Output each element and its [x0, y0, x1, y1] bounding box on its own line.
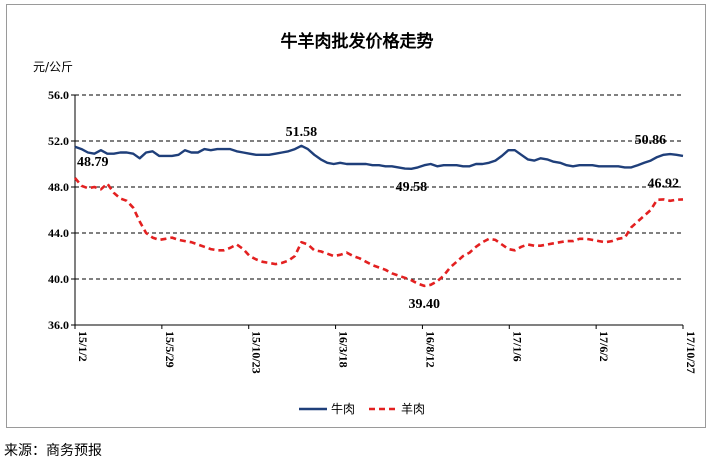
- series-lines: [73, 144, 684, 288]
- legend-lamb-label: 羊肉: [401, 401, 425, 416]
- data-label: 48.79: [77, 155, 109, 170]
- chart-svg: 牛羊肉批发价格走势 元/公斤 56.0 52.0 48.0 44.0 40.0 36.0 1…: [33, 31, 698, 416]
- y-tick-label: 56.0: [48, 88, 69, 102]
- x-tick-label: 16/3/18: [337, 331, 351, 368]
- x-tick-label: 15/10/23: [250, 331, 264, 374]
- y-tick-label: 44.0: [48, 226, 69, 240]
- x-tick-label: 15/5/29: [163, 331, 177, 368]
- x-tick-label: 17/6/2: [597, 331, 611, 362]
- lamb-price-line: [73, 177, 684, 288]
- y-tick-label: 40.0: [48, 272, 69, 286]
- y-axis-unit: 元/公斤: [33, 60, 73, 74]
- chart-frame: 牛羊肉批发价格走势 元/公斤 56.0 52.0 48.0 44.0 40.0 36.0 1…: [6, 4, 706, 428]
- data-label: 46.92: [648, 176, 680, 191]
- chart-title: 牛羊肉批发价格走势: [281, 31, 434, 52]
- beef-price-line: [74, 144, 684, 171]
- data-label: 49.58: [396, 180, 428, 195]
- data-labels: 51.58 49.58 50.86 48.79 39.40 46.92: [77, 125, 679, 312]
- x-tick-label: 15/1/2: [76, 331, 90, 362]
- legend: 牛肉 羊肉: [299, 401, 425, 416]
- x-tick-label: 16/8/12: [423, 331, 437, 368]
- y-tick-label: 52.0: [48, 134, 69, 148]
- data-label: 51.58: [286, 125, 318, 140]
- x-tick-label: 17/10/27: [684, 331, 698, 374]
- legend-beef-label: 牛肉: [331, 401, 355, 416]
- data-label: 39.40: [409, 297, 441, 312]
- source-note: 来源：商务预报: [4, 443, 102, 459]
- y-tick-label: 36.0: [48, 318, 69, 332]
- gridlines: [75, 94, 683, 280]
- data-label: 50.86: [635, 133, 667, 148]
- y-tick-label: 48.0: [48, 180, 69, 194]
- x-tick-label: 17/1/6: [510, 331, 524, 362]
- axes: 56.0 52.0 48.0 44.0 40.0 36.0 15/1/2 15/5/29 15/…: [48, 88, 698, 374]
